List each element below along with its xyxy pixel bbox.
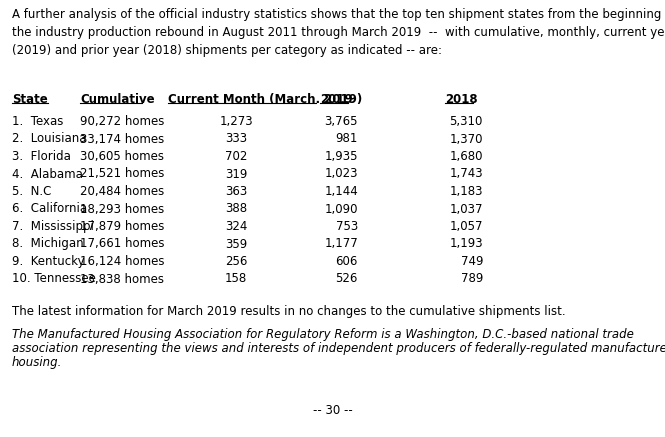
Text: 21,521 homes: 21,521 homes: [80, 167, 164, 180]
Text: 1.  Texas: 1. Texas: [12, 115, 63, 128]
Text: 16,124 homes: 16,124 homes: [80, 255, 164, 268]
Text: 702: 702: [225, 150, 247, 163]
Text: Cumulative: Cumulative: [80, 93, 155, 106]
Text: 363: 363: [225, 185, 247, 198]
Text: 18,293 homes: 18,293 homes: [80, 202, 164, 215]
Text: 1,057: 1,057: [450, 220, 483, 233]
Text: 789: 789: [461, 273, 483, 285]
Text: -- 30 --: -- 30 --: [313, 404, 352, 417]
Text: 526: 526: [336, 273, 358, 285]
Text: 4.  Alabama: 4. Alabama: [12, 167, 83, 180]
Text: 1,935: 1,935: [325, 150, 358, 163]
Text: 753: 753: [336, 220, 358, 233]
Text: 5.  N.C: 5. N.C: [12, 185, 51, 198]
Text: 1,023: 1,023: [325, 167, 358, 180]
Text: 606: 606: [336, 255, 358, 268]
Text: 7.  Mississippi: 7. Mississippi: [12, 220, 94, 233]
Text: 1,743: 1,743: [450, 167, 483, 180]
Text: 1,370: 1,370: [450, 132, 483, 146]
Text: 20,484 homes: 20,484 homes: [80, 185, 164, 198]
Text: 359: 359: [225, 237, 247, 250]
Text: 3.  Florida: 3. Florida: [12, 150, 71, 163]
Text: A further analysis of the official industry statistics shows that the top ten sh: A further analysis of the official indus…: [12, 8, 665, 57]
Text: 319: 319: [225, 167, 247, 180]
Text: 33,174 homes: 33,174 homes: [80, 132, 164, 146]
Text: 1,273: 1,273: [219, 115, 253, 128]
Text: 2.  Louisiana: 2. Louisiana: [12, 132, 86, 146]
Text: 10. Tennessee: 10. Tennessee: [12, 273, 96, 285]
Text: association representing the views and interests of independent producers of fed: association representing the views and i…: [12, 342, 665, 355]
Text: 981: 981: [336, 132, 358, 146]
Text: 324: 324: [225, 220, 247, 233]
Text: 388: 388: [225, 202, 247, 215]
Text: 2018: 2018: [445, 93, 477, 106]
Text: 3,765: 3,765: [325, 115, 358, 128]
Text: 749: 749: [460, 255, 483, 268]
Text: 9.  Kentucky: 9. Kentucky: [12, 255, 84, 268]
Text: 1,177: 1,177: [325, 237, 358, 250]
Text: 1,090: 1,090: [325, 202, 358, 215]
Text: 1,680: 1,680: [450, 150, 483, 163]
Text: 2019: 2019: [320, 93, 352, 106]
Text: 333: 333: [225, 132, 247, 146]
Text: 17,661 homes: 17,661 homes: [80, 237, 164, 250]
Text: 256: 256: [225, 255, 247, 268]
Text: The latest information for March 2019 results in no changes to the cumulative sh: The latest information for March 2019 re…: [12, 305, 566, 318]
Text: State: State: [12, 93, 48, 106]
Text: 8.  Michigan: 8. Michigan: [12, 237, 84, 250]
Text: Current Month (March. 2019): Current Month (March. 2019): [168, 93, 362, 106]
Text: 13,838 homes: 13,838 homes: [80, 273, 164, 285]
Text: 5,310: 5,310: [450, 115, 483, 128]
Text: 158: 158: [225, 273, 247, 285]
Text: 1,144: 1,144: [325, 185, 358, 198]
Text: 1,037: 1,037: [450, 202, 483, 215]
Text: The Manufactured Housing Association for Regulatory Reform is a Washington, D.C.: The Manufactured Housing Association for…: [12, 328, 634, 341]
Text: 1,193: 1,193: [450, 237, 483, 250]
Text: 1,183: 1,183: [450, 185, 483, 198]
Text: housing.: housing.: [12, 356, 63, 369]
Text: 6.  California: 6. California: [12, 202, 87, 215]
Text: 90,272 homes: 90,272 homes: [80, 115, 164, 128]
Text: 30,605 homes: 30,605 homes: [80, 150, 164, 163]
Text: 17,879 homes: 17,879 homes: [80, 220, 164, 233]
